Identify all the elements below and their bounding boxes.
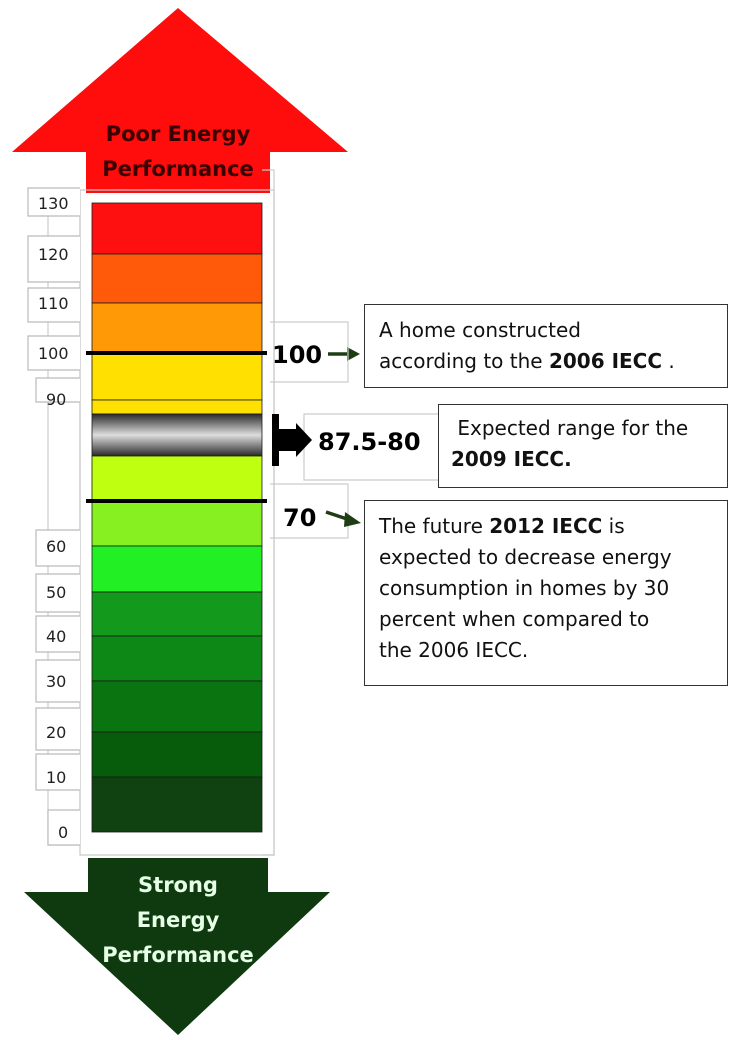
bar-frame-outline [79, 189, 275, 856]
callout-2006-line1: A home constructed [379, 318, 582, 342]
callout-2012-line1-post: is [602, 514, 625, 538]
scale-label-100: 100 [38, 344, 69, 363]
scale-label-110: 110 [38, 294, 69, 313]
scale-label-30: 30 [46, 672, 66, 691]
scale-band-20-30 [91, 680, 263, 733]
scale-label-box-120 [27, 235, 80, 283]
scale-band-87_5-90 [91, 399, 263, 415]
callout-2012-line1-bold: 2012 IECC [489, 514, 603, 538]
callout-2009-line1: Expected range for the [451, 416, 689, 440]
callout-2012-line3: consumption in homes by 30 [379, 576, 670, 600]
scale-band-0-10 [91, 776, 263, 833]
scale-label-box-110 [27, 287, 80, 323]
scale-band-70-80 [91, 455, 263, 502]
callout-2006-line2-post: . [662, 349, 675, 373]
bottom-arrow-line3: Performance [102, 943, 254, 967]
scale-label-box-90 [35, 377, 80, 403]
connector-frame-100 [270, 321, 349, 383]
scale-band-50-60 [91, 545, 263, 593]
scale-label-0: 0 [58, 823, 68, 842]
scale-band-100-110 [91, 302, 263, 354]
callout-2012-iecc: The future 2012 IECC is expected to decr… [364, 500, 728, 686]
scale-label-box-30 [35, 659, 80, 703]
scale-label-90: 90 [46, 390, 66, 409]
callout-2012-line2: expected to decrease energy [379, 545, 672, 569]
scale-label-box-10 [35, 753, 80, 791]
top-arrow [12, 8, 348, 193]
scale-label-box-60 [35, 529, 80, 567]
scale-band-80-87_5 [91, 413, 263, 457]
connector-frame-70 [270, 483, 349, 539]
range-bracket [272, 414, 279, 466]
scale-band-30-40 [91, 635, 263, 682]
scale-label-box-130 [27, 187, 80, 217]
callout-2012-line4: percent when compared to [379, 607, 650, 631]
scale-label-60: 60 [46, 537, 66, 556]
scale-label-box-40 [35, 615, 80, 653]
scale-label-10: 10 [46, 768, 66, 787]
callout-2006-iecc: A home constructed according to the 2006… [364, 304, 728, 388]
top-arrow-line1: Poor Energy [106, 122, 251, 146]
callout-2006-line2-pre: according to the [379, 349, 549, 373]
scale-band-60-70 [91, 500, 263, 547]
scale-label-box-100 [27, 335, 80, 371]
bottom-arrow [24, 858, 330, 1035]
scale-label-20: 20 [46, 723, 66, 742]
callout-2006-line2-bold: 2006 IECC [548, 349, 663, 373]
marker-label-70: 70 [283, 504, 316, 532]
bottom-arrow-line1: Strong [138, 873, 218, 897]
scale-label-50: 50 [46, 583, 66, 602]
scale-bands [91, 202, 263, 833]
marker-label-100: 100 [272, 341, 322, 369]
scale-label-40: 40 [46, 627, 66, 646]
pointer-arrowhead-100 [347, 347, 360, 361]
callout-2006-line2: according to the 2006 IECC . [379, 346, 727, 377]
callout-2012-line1-pre: The future [379, 514, 490, 538]
callout-2009-iecc: Expected range for the 2009 IECC. [438, 404, 728, 488]
scale-label-120: 120 [38, 245, 69, 264]
top-arrow-line2: Performance [102, 157, 254, 181]
scale-band-10-20 [91, 731, 263, 778]
pointer-arrowhead-70 [344, 512, 361, 527]
range-arrow [279, 423, 312, 457]
bottom-arrow-line2: Energy [137, 908, 220, 932]
marker-label-range: 87.5-80 [318, 428, 421, 456]
scale-label-130: 130 [38, 194, 69, 213]
callout-2012-line5: the 2006 IECC. [379, 638, 529, 662]
callout-2009-line2-bold: 2009 IECC. [451, 447, 572, 471]
scale-label-box-20 [35, 707, 80, 751]
scale-band-40-50 [91, 591, 263, 637]
scale-label-box-0 [47, 809, 80, 846]
callout-2012-line1: The future 2012 IECC is [379, 511, 727, 542]
scale-band-90-100 [91, 352, 263, 401]
scale-label-box-50 [35, 573, 80, 613]
callout-2009-line2: 2009 IECC. [451, 444, 727, 475]
scale-band-120-130 [91, 202, 263, 255]
scale-band-110-120 [91, 253, 263, 304]
